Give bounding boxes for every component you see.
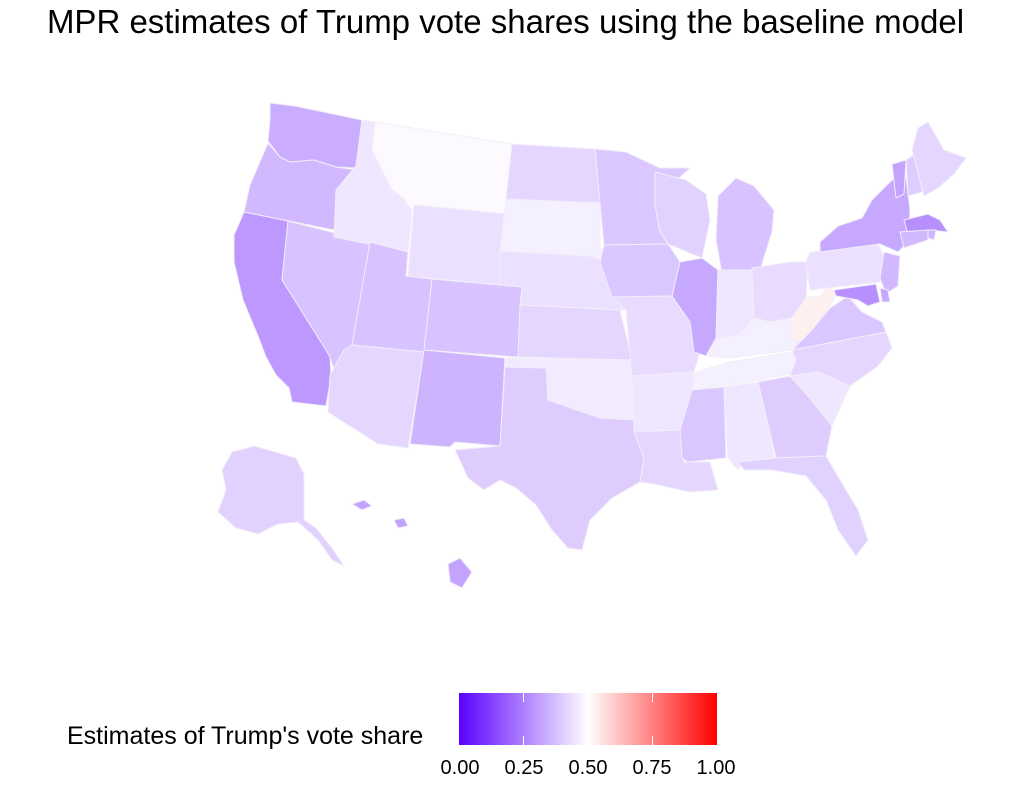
legend-tick-label: 0.50 [568, 757, 608, 779]
state-ia [599, 243, 681, 298]
state-ri [927, 229, 937, 241]
map-title: MPR estimates of Trump vote shares using… [46, 3, 965, 40]
legend-colorbar [459, 693, 717, 745]
state-ks [517, 304, 633, 361]
state-az [327, 344, 425, 449]
state-mi [715, 177, 775, 275]
state-nd [505, 143, 601, 204]
state-co [423, 278, 523, 358]
state-me [911, 121, 967, 197]
state-pa [805, 243, 887, 291]
state-wv [789, 285, 837, 341]
state-ct [899, 229, 929, 249]
legend-tick-label: 0.00 [440, 757, 480, 779]
state-md [833, 283, 881, 307]
state-vt [891, 159, 907, 199]
legend-tick-label: 0.75 [632, 757, 672, 779]
state-nj [879, 251, 901, 295]
legend-tick-label: 0.25 [504, 757, 544, 779]
legend-tick-label: 1.00 [696, 757, 736, 779]
state-de [879, 287, 891, 303]
state-ak [217, 445, 345, 567]
state-tx [454, 366, 645, 551]
state-nm [409, 349, 506, 448]
state-hi [351, 499, 473, 589]
state-fl [737, 455, 869, 557]
legend-title: Estimates of Trump's vote share [67, 722, 424, 750]
state-wy [407, 204, 507, 286]
